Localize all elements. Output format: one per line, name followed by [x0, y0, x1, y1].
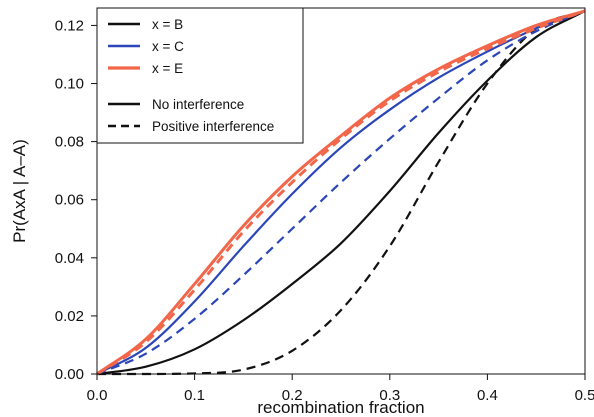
y-axis-title: Pr(AxA | A–A) [10, 139, 29, 243]
legend-box [96, 7, 304, 144]
x-tick-label: 0.4 [477, 387, 498, 404]
x-tick-label: 0.1 [184, 387, 205, 404]
plot-frame [96, 7, 586, 375]
legend-label: No interference [152, 97, 244, 112]
y-tick-label: 0.02 [55, 308, 84, 325]
legend-label: Positive interference [152, 119, 274, 134]
y-tick-label: 0.12 [55, 17, 84, 34]
x-axis-title: recombination fraction [257, 398, 424, 417]
y-tick-label: 0.00 [55, 366, 84, 383]
series-line-orange-dashed [96, 9, 586, 376]
y-tick-label: 0.10 [55, 76, 84, 93]
series-layer [96, 9, 586, 376]
y-tick-label: 0.06 [55, 192, 84, 209]
series-line-blue-solid [96, 9, 586, 375]
legend-label: x = E [152, 61, 183, 76]
x-tick-label: 0.5 [575, 387, 594, 404]
series-line-orange-solid [96, 9, 586, 376]
legend-label: x = B [152, 17, 183, 32]
x-tick-label: 0.3 [379, 387, 400, 404]
legend: x = B x = C x = E No interference Positive i… [96, 7, 304, 144]
series-line-blue-dashed [96, 9, 586, 376]
x-tick-label: 0.0 [87, 387, 108, 404]
tick-layer: 0.0 0.1 0.2 0.3 0.4 0.5 0.00 0.02 0.04 0.06 0.08 0.… [55, 17, 594, 404]
x-tick-label: 0.2 [282, 387, 303, 404]
y-tick-label: 0.08 [55, 134, 84, 151]
y-tick-label: 0.04 [55, 250, 84, 267]
series-line-black-solid [96, 9, 586, 376]
legend-label: x = C [152, 39, 184, 54]
